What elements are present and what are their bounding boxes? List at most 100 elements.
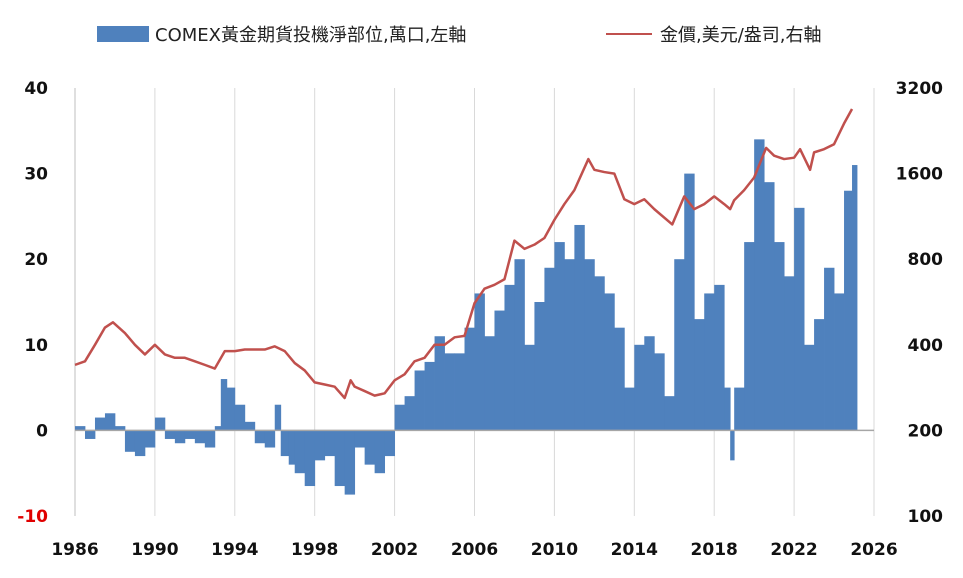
bar-2003.5: [424, 361, 435, 431]
bar-2020: [754, 139, 765, 431]
bar-1987.5: [104, 413, 116, 431]
right-tick-1600: 1600: [896, 165, 943, 185]
legend-line-label: 金價,美元/盎司,右軸: [660, 25, 822, 46]
bar-2012.5: [604, 293, 615, 431]
bar-1986: [75, 426, 86, 431]
x-tick-1998: 1998: [291, 540, 338, 560]
bar-1988.5: [124, 430, 136, 452]
right-tick-3200: 3200: [896, 79, 943, 99]
bar-1991: [174, 430, 186, 444]
bar-2006: [474, 293, 485, 431]
bar-1988: [114, 426, 126, 431]
bar-2014: [634, 344, 645, 431]
bar-1997.5: [304, 430, 316, 487]
right-axis: 3200 1600 800 400 200 100: [896, 79, 943, 527]
bar-2011: [574, 224, 585, 431]
right-tick-100: 100: [908, 507, 944, 527]
left-tick-0: 0: [36, 421, 48, 441]
bar-1997: [294, 430, 306, 474]
bar-2024: [834, 293, 845, 431]
bar-1995.5: [264, 430, 276, 448]
bar-1998: [314, 430, 326, 461]
bar-1998.5: [324, 430, 336, 457]
bar-2020.5: [764, 182, 775, 431]
bar-2016: [674, 259, 685, 431]
bar-2018: [714, 284, 725, 431]
x-tick-1994: 1994: [211, 540, 258, 560]
right-tick-200: 200: [908, 421, 944, 441]
bar-2004: [434, 336, 445, 431]
bar-1995: [254, 430, 266, 444]
bar-1991.5: [184, 430, 196, 439]
bar-2002: [394, 404, 405, 431]
bar-1989.5: [144, 430, 156, 448]
bar-1992: [194, 430, 206, 444]
bar-1996.7: [288, 430, 296, 465]
legend-bar-swatch: [97, 26, 149, 42]
bar-1992.5: [204, 430, 216, 448]
bar-1989: [134, 430, 146, 457]
bar-2009: [534, 302, 545, 431]
left-tick-30: 30: [24, 165, 48, 185]
x-tick-2010: 2010: [531, 540, 578, 560]
bar-2023.5: [824, 267, 835, 431]
bar-2023: [814, 319, 825, 431]
x-tick-2006: 2006: [451, 540, 498, 560]
x-tick-1986: 1986: [51, 540, 98, 560]
left-tick--10: -10: [17, 507, 48, 527]
x-tick-2018: 2018: [691, 540, 738, 560]
bar-2015: [654, 353, 665, 431]
bar-2013: [614, 327, 625, 431]
bar-2021.5: [784, 276, 795, 431]
left-tick-20: 20: [24, 250, 48, 270]
left-tick-40: 40: [24, 79, 48, 99]
bar-2024.9: [852, 165, 858, 431]
bar-2019: [734, 387, 745, 431]
bar-1994.5: [244, 421, 256, 431]
bar-2005: [454, 353, 465, 431]
bar-2018.8: [730, 430, 735, 461]
bar-2016.5: [684, 173, 695, 431]
bar-2021: [774, 242, 785, 431]
bar-1986.5: [84, 430, 96, 439]
bar-2000: [354, 430, 366, 448]
bar-2003: [414, 370, 425, 431]
bar-2005.5: [464, 327, 475, 431]
legend: COMEX黃金期貨投機淨部位,萬口,左軸 金價,美元/盎司,右軸: [97, 25, 822, 46]
bar-2015.5: [664, 396, 675, 431]
bar-1990.5: [164, 430, 176, 439]
x-tick-2014: 2014: [611, 540, 658, 560]
bar-2022.5: [804, 344, 815, 431]
bar-2017.5: [704, 293, 715, 431]
legend-bar-label: COMEX黃金期貨投機淨部位,萬口,左軸: [155, 25, 466, 46]
right-tick-400: 400: [908, 336, 944, 356]
bar-1993: [214, 426, 222, 431]
bar-2002.5: [404, 396, 415, 431]
bar-1999.5: [344, 430, 356, 495]
bar-2010: [554, 242, 565, 431]
net-position-bars: [75, 139, 858, 495]
bar-2007.5: [504, 284, 515, 431]
bar-2018.5: [724, 387, 731, 431]
bar-2008.5: [524, 344, 535, 431]
bar-2004.5: [444, 353, 455, 431]
left-tick-10: 10: [24, 336, 48, 356]
x-tick-2026: 2026: [850, 540, 897, 560]
bar-1990: [154, 417, 166, 431]
bar-1993.3: [220, 379, 228, 431]
bar-2009.5: [544, 267, 555, 431]
x-tick-1990: 1990: [131, 540, 178, 560]
bar-1999: [334, 430, 346, 487]
bar-2019.5: [744, 242, 755, 431]
bar-2001.5: [384, 430, 395, 457]
bar-2012: [594, 276, 605, 431]
bar-2001: [374, 430, 386, 474]
bar-1996.3: [280, 430, 290, 457]
bar-2022: [794, 207, 805, 431]
gold-price-line: [74, 108, 854, 400]
bar-1993.6: [226, 387, 236, 431]
bar-2010.5: [564, 259, 575, 431]
left-axis: 40 30 20 10 0 -10: [17, 79, 48, 527]
bar-2000.5: [364, 430, 376, 465]
x-tick-2022: 2022: [770, 540, 817, 560]
